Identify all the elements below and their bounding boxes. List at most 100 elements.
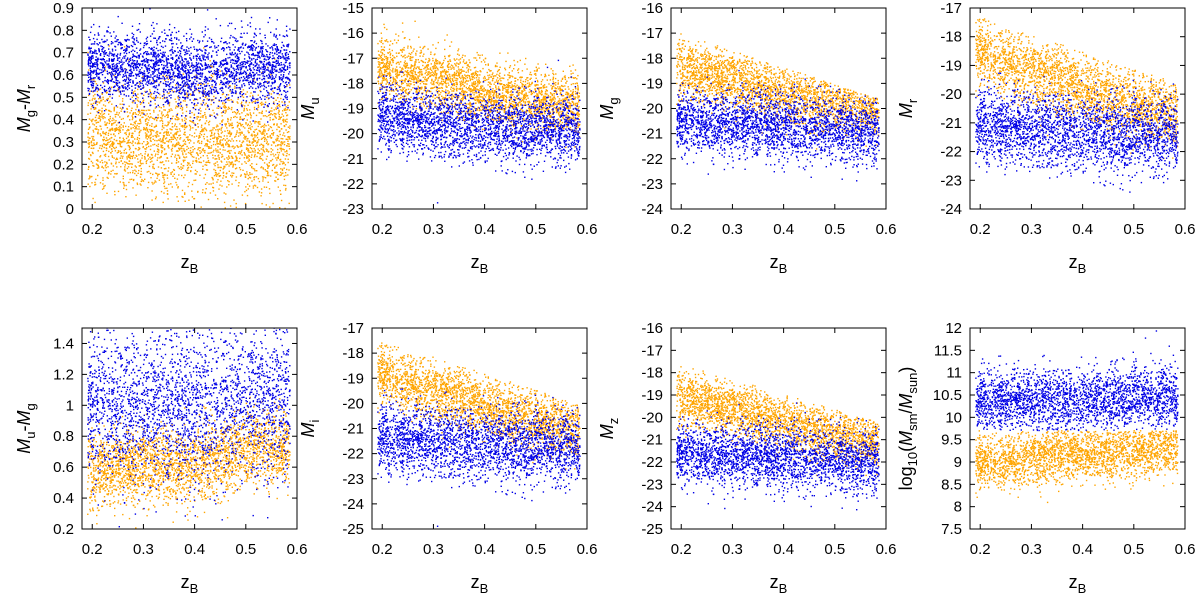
point [106,98,108,101]
point [184,92,186,94]
point [157,153,159,156]
point [275,172,277,174]
point [247,188,249,190]
point [108,58,110,60]
point [230,174,232,177]
point [127,166,130,168]
point [212,64,215,66]
point [153,182,155,184]
point [202,93,204,95]
point [210,78,212,80]
point [212,127,214,129]
point [112,123,114,125]
point [181,64,184,67]
point [222,102,224,104]
point [193,85,196,88]
point [191,183,194,186]
point [92,70,95,72]
point [255,176,258,178]
point [95,102,97,104]
point [186,63,188,65]
point [271,66,273,68]
point [179,102,181,105]
point [216,139,218,141]
point [178,89,180,91]
point [145,51,147,53]
point [129,73,132,75]
point [171,48,173,50]
point [226,94,228,96]
point [127,115,130,117]
point [281,172,283,175]
point [156,23,158,25]
point [207,152,209,154]
point [167,62,169,64]
point [116,128,118,130]
point [149,59,152,62]
point [141,116,143,119]
point [207,146,209,148]
point [152,54,155,57]
point [268,73,270,76]
point [251,154,253,156]
point [224,107,226,109]
point [230,64,232,66]
point [114,194,116,196]
point [251,133,253,135]
point [183,49,185,51]
point [193,91,195,93]
point [129,157,131,160]
point [157,64,159,67]
point [204,191,206,194]
point [102,131,104,133]
point [240,212,241,213]
point [157,145,159,148]
point [280,168,282,170]
point [268,111,270,113]
point [177,66,179,68]
point [209,141,211,143]
point [201,115,204,117]
point [117,74,119,76]
point [216,138,218,140]
point [150,153,153,156]
point [87,136,89,138]
point [174,98,176,100]
point [126,71,129,74]
point [113,133,115,135]
point [262,129,265,131]
point [142,78,144,80]
point [135,126,137,128]
point [267,61,270,64]
point [248,185,251,187]
point [208,85,211,87]
point [185,74,188,76]
point [271,57,274,60]
point [94,98,96,100]
point [175,84,177,86]
point [204,62,206,64]
point [270,69,272,72]
point [252,167,254,170]
point [136,104,138,106]
point [273,43,276,45]
point [199,75,202,77]
point [249,95,251,97]
point [188,86,190,88]
point [168,88,170,91]
point [103,59,105,61]
point [250,123,252,125]
point [112,141,114,143]
point [109,120,111,123]
point [238,50,241,52]
point [244,77,246,80]
point [142,99,145,101]
point [190,72,192,74]
point [101,46,103,48]
point [172,58,174,60]
point [115,127,117,130]
point [209,135,212,137]
point [262,154,264,156]
point [206,143,208,145]
point [202,155,204,157]
